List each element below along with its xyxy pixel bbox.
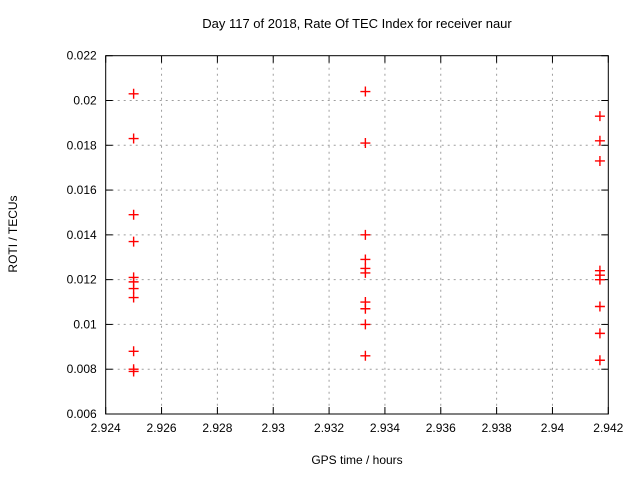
data-point-marker (594, 328, 605, 339)
x-tick-label: 2.942 (593, 421, 623, 435)
data-point-marker (360, 319, 371, 330)
data-point-marker (594, 135, 605, 146)
x-axis-label: GPS time / hours (311, 453, 402, 467)
data-point-marker (128, 283, 139, 294)
data-point-marker (360, 350, 371, 361)
tick-labels: 2.924 2.926 2.928 2.93 2.932 2.934 2.936 2.938 2… (67, 49, 624, 435)
x-tick-label: 2.93 (262, 421, 286, 435)
data-point-marker (594, 274, 605, 285)
x-tick-label: 2.926 (147, 421, 177, 435)
x-tick-label: 2.928 (202, 421, 232, 435)
data-point-marker (128, 366, 139, 377)
y-tick-label: 0.008 (67, 362, 97, 376)
y-tick-label: 0.016 (67, 183, 97, 197)
data-point-marker (128, 346, 139, 357)
data-points (128, 86, 605, 377)
data-point-marker (128, 292, 139, 303)
chart-title: Day 117 of 2018, Rate Of TEC Index for r… (202, 16, 512, 31)
y-tick-label: 0.012 (67, 273, 97, 287)
axis-ticks (105, 55, 609, 415)
y-axis-label: ROTI / TECUs (6, 195, 20, 272)
x-tick-label: 2.934 (370, 421, 400, 435)
data-point-marker (360, 138, 371, 149)
data-point-marker (128, 236, 139, 247)
y-tick-label: 0.01 (73, 317, 97, 331)
y-tick-label: 0.018 (67, 138, 97, 152)
x-tick-label: 2.924 (91, 421, 121, 435)
x-tick-label: 2.936 (426, 421, 456, 435)
data-point-marker (594, 155, 605, 166)
y-tick-label: 0.022 (67, 49, 97, 63)
data-point-marker (128, 88, 139, 99)
y-tick-label: 0.02 (73, 93, 97, 107)
data-point-marker (128, 209, 139, 220)
x-tick-label: 2.938 (482, 421, 512, 435)
data-point-marker (594, 301, 605, 312)
grid-lines (105, 55, 609, 414)
data-point-marker (360, 267, 371, 278)
x-tick-label: 2.94 (541, 421, 565, 435)
data-point-marker (594, 355, 605, 366)
y-tick-label: 0.006 (67, 407, 97, 421)
x-tick-label: 2.932 (314, 421, 344, 435)
data-point-marker (360, 229, 371, 240)
data-point-marker (360, 254, 371, 265)
data-point-marker (594, 111, 605, 122)
y-tick-label: 0.014 (67, 228, 97, 242)
data-point-marker (128, 133, 139, 144)
data-point-marker (360, 86, 371, 97)
data-point-marker (360, 303, 371, 314)
